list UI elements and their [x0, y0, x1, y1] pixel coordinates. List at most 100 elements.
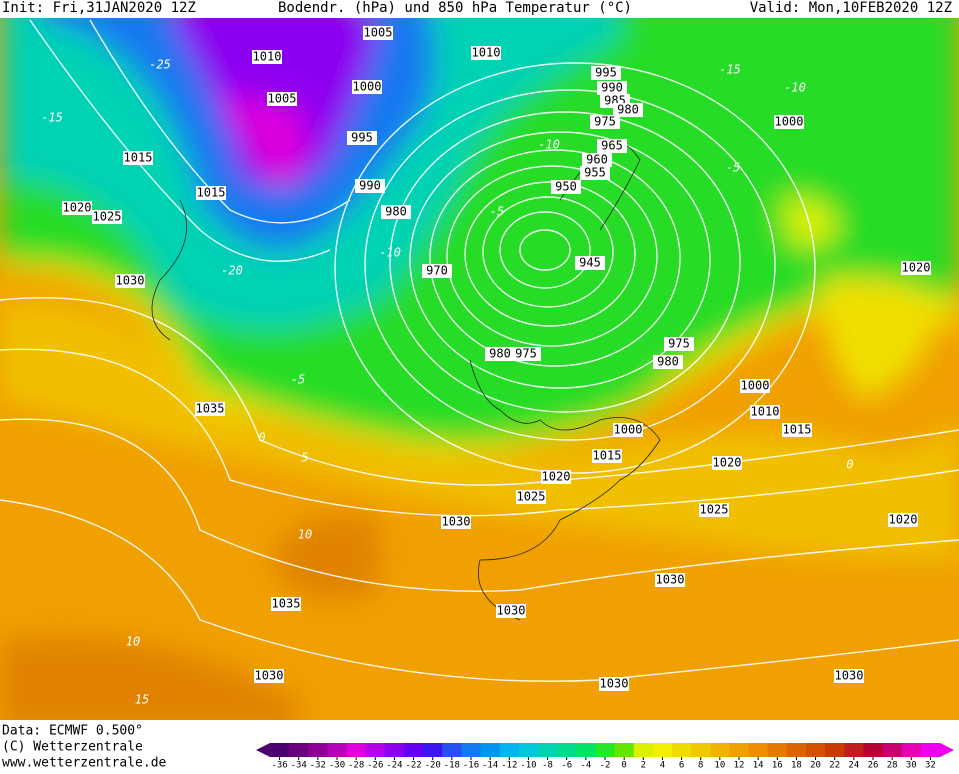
isobar-label-box — [712, 456, 742, 470]
colorbar-tick-label: -32 — [310, 761, 326, 771]
colorbar-cell — [270, 743, 290, 757]
isobar-label: 1030 — [656, 573, 685, 587]
isobar-label: 1015 — [593, 449, 622, 463]
isobar-label-box — [782, 423, 812, 437]
isobar-label-box — [252, 50, 282, 64]
colorbar-tick-label: -4 — [580, 761, 591, 771]
isobar-label: 1020 — [542, 470, 571, 484]
colorbar-cell — [308, 743, 328, 757]
colorbar-cell — [461, 743, 482, 757]
colorbar-cell — [538, 743, 558, 757]
isobar-label: 1005 — [268, 92, 297, 106]
isobar-label: 975 — [668, 337, 690, 351]
colorbar-tick-label: 8 — [698, 761, 703, 771]
colorbar-tick-label: 22 — [829, 761, 840, 771]
colorbar-cell — [786, 743, 807, 757]
isobar-label: 990 — [601, 81, 623, 95]
colorbar-tick-label: -20 — [425, 761, 441, 771]
isobar-label: 1030 — [835, 669, 864, 683]
isobar-label-box — [551, 180, 581, 194]
colorbar-tick-label: -2 — [600, 761, 611, 771]
colorbar-cell — [384, 743, 405, 757]
isobar-label: 1000 — [353, 80, 382, 94]
colorbar-tick-label: -10 — [520, 761, 536, 771]
isobar-label: 965 — [601, 139, 623, 153]
colorbar-cell — [518, 743, 539, 757]
isobar-label-box — [613, 423, 643, 437]
isobar-label-box — [352, 80, 382, 94]
isobar-label: 1025 — [517, 490, 546, 504]
colorbar-tick-label: 2 — [641, 761, 646, 771]
colorbar-tick-label: -28 — [348, 761, 364, 771]
isobar-label-box — [516, 490, 546, 504]
colorbar-cell — [652, 743, 673, 757]
colorbar-cell — [748, 743, 769, 757]
isobar-label: 1025 — [93, 210, 122, 224]
temperature-label: -5 — [726, 161, 740, 175]
isobar-label-box — [496, 604, 526, 618]
isobar-label: 1000 — [614, 423, 643, 437]
colorbar-cell — [844, 743, 864, 757]
isobar-label: 1010 — [472, 46, 501, 60]
temperature-label: -25 — [149, 58, 171, 72]
isobar-label: 995 — [595, 66, 617, 80]
isobar-label-box — [254, 669, 284, 683]
isobar-label-box — [123, 151, 153, 165]
colorbar-tick-label: 12 — [734, 761, 745, 771]
temperature-label: 5 — [301, 451, 308, 465]
colorbar-cell — [672, 743, 692, 757]
isobar-label-box — [591, 66, 621, 80]
colorbar-cell — [633, 743, 654, 757]
isobar-label: 1000 — [741, 379, 770, 393]
colorbar-cell — [423, 743, 443, 757]
isobar-label: 1020 — [902, 261, 931, 275]
isobar-label: 1010 — [253, 50, 282, 64]
isobar-label-box — [267, 92, 297, 106]
colorbar-tick-label: 10 — [714, 761, 725, 771]
map-title: Bodendr. (hPa) und 850 hPa Temperatur (°… — [278, 0, 632, 16]
colorbar-tick-label: 14 — [753, 761, 764, 771]
isobar-label: 945 — [579, 256, 601, 270]
isobar-label-box — [901, 261, 931, 275]
isobar-label-box — [485, 347, 515, 361]
isobar-label: 1025 — [700, 503, 729, 517]
colorbar-tick-label: -34 — [291, 761, 307, 771]
colorbar-tick-label: -22 — [405, 761, 421, 771]
colorbar-cell — [729, 743, 750, 757]
temperature-label: -5 — [490, 205, 504, 219]
temperature-label: -20 — [221, 264, 243, 278]
colorbar-cell — [557, 743, 577, 757]
colorbar-tick-label: -26 — [367, 761, 383, 771]
colorbar-cell — [365, 743, 386, 757]
isobar-label-box — [613, 103, 643, 117]
isobar-label-box — [740, 379, 770, 393]
isobar-label: 995 — [351, 131, 373, 145]
colorbar-tick-label: 28 — [887, 761, 898, 771]
isobar-label-box — [597, 139, 627, 153]
isobar-label-box — [580, 166, 610, 180]
isobar-label-box — [541, 470, 571, 484]
colorbar-cell — [327, 743, 348, 757]
isobar-label: 975 — [594, 115, 616, 129]
colorbar-tick-label: -36 — [271, 761, 287, 771]
isobar-label: 950 — [555, 180, 577, 194]
colorbar-cell — [920, 743, 941, 757]
isobar-label-box — [363, 26, 393, 40]
valid-label: Valid: Mon,10FEB2020 12Z — [750, 0, 952, 16]
temperature-label: 0 — [846, 458, 853, 472]
isobar-label-box — [750, 405, 780, 419]
isobar-label: 1020 — [713, 456, 742, 470]
isobar-label: 1005 — [364, 26, 393, 40]
isobar-label: 1030 — [116, 274, 145, 288]
colorbar-tick-label: 18 — [791, 761, 802, 771]
colorbar-tick-label: -24 — [386, 761, 402, 771]
isobar-label-box — [653, 355, 683, 369]
isobar-label: 960 — [586, 153, 608, 167]
isobar-label-box — [381, 205, 411, 219]
isobar-label-box — [422, 264, 452, 278]
isobar-label: 1020 — [63, 201, 92, 215]
isobar-label-box — [592, 449, 622, 463]
temperature-label: -10 — [784, 81, 806, 95]
